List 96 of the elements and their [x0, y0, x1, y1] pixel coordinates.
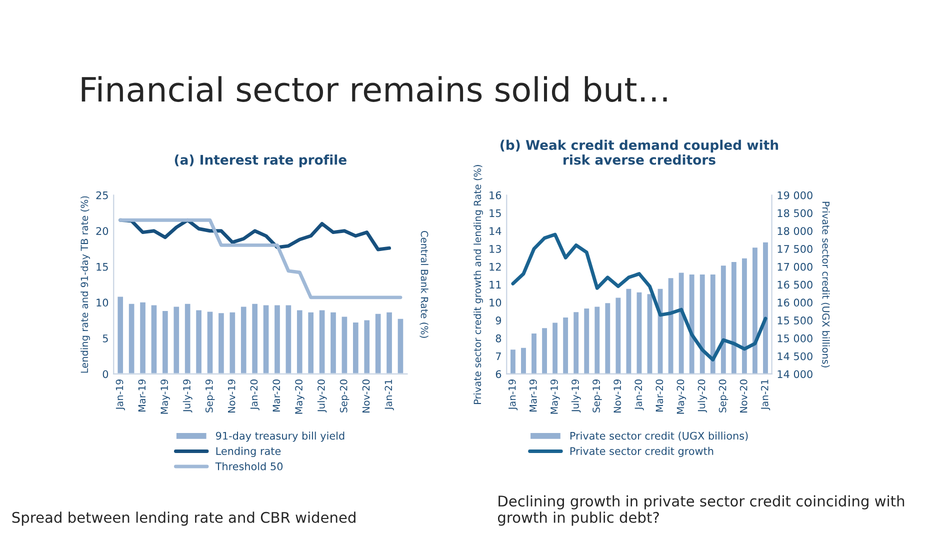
x-tick-label: Nov-19 — [228, 380, 236, 412]
y-tick-label: 15 — [490, 209, 501, 218]
y-tick-label: 16 — [490, 191, 502, 200]
bar — [150, 304, 158, 374]
bar — [206, 310, 214, 374]
y2-tick-label: 17 500 — [778, 245, 812, 253]
legend-label: Lending rate — [216, 446, 281, 458]
y2-axis-title: Private sector credit (UGX billions) — [821, 202, 830, 368]
bar — [250, 302, 259, 374]
y2-tick-label: 14 500 — [778, 352, 812, 360]
bar — [240, 305, 248, 374]
bar — [262, 304, 270, 374]
bar — [329, 311, 338, 374]
y-axis-title: Private sector credit growth and lending Rate (%) — [474, 165, 483, 404]
bar — [374, 312, 382, 374]
bar — [318, 308, 326, 374]
y-axis-title: Lending rate and 91-day TB rate (%) — [80, 196, 90, 373]
y2-tick-label: 18 000 — [778, 227, 812, 235]
bar — [284, 304, 292, 374]
bar — [296, 308, 304, 374]
chart-title: (a) Interest rate profile — [174, 154, 346, 168]
line-series — [511, 232, 768, 362]
y2-tick-label: 14 000 — [778, 370, 812, 378]
x-tick-label: July-20 — [698, 379, 708, 413]
y-tick-label: 10 — [96, 298, 108, 307]
x-tick-label: July-20 — [317, 379, 327, 413]
x-tick-label: Jan-19 — [116, 380, 125, 410]
bar — [161, 310, 170, 374]
x-tick-label: May-20 — [295, 379, 304, 414]
legend-label: Threshold 50 — [215, 462, 283, 470]
bar — [138, 301, 147, 374]
line-series — [118, 218, 402, 300]
y2-tick-label: 16 000 — [778, 298, 812, 307]
y-tick-label: 10 — [490, 298, 502, 307]
x-tick-label: Sep-19 — [205, 380, 215, 412]
bar — [116, 295, 124, 374]
x-tick-label: May-19 — [550, 380, 560, 414]
y-tick-label: 11 — [490, 280, 501, 289]
x-tick-label: May-20 — [676, 379, 686, 414]
x-tick-label: Nov-20 — [740, 379, 748, 412]
y-tick-label: 5 — [102, 334, 108, 342]
bar — [194, 308, 203, 374]
bar — [172, 305, 180, 374]
x-tick-label: July-19 — [571, 380, 581, 413]
x-tick-label: Mar-19 — [529, 380, 537, 412]
bar — [352, 321, 360, 374]
y2-tick-label: 18 500 — [778, 209, 812, 218]
x-tick-label: Mar-20 — [656, 379, 664, 412]
bar — [385, 311, 394, 374]
text: Financial sector remains solid but… — [82, 76, 667, 102]
y-tick-label: 9 — [496, 316, 502, 324]
y-tick-label: 8 — [496, 334, 502, 342]
y-tick-label: 14 — [490, 227, 502, 235]
x-tick-label: Mar-20 — [272, 379, 280, 412]
bar — [128, 302, 136, 374]
x-tick-label: Jan-21 — [760, 380, 770, 410]
y2-tick-label: 17 000 — [778, 262, 812, 271]
x-tick-label: Jan-20 — [634, 379, 644, 410]
legend-label: Private sector credit growth — [570, 446, 714, 458]
y2-axis-title: Central Bank Rate (%) — [420, 230, 428, 338]
text: Declining growth in private sector credit coinciding with growth in public debt? — [498, 495, 904, 526]
y-tick-label: 0 — [102, 370, 108, 378]
x-tick-label: Mar-19 — [138, 380, 146, 412]
y2-tick-label: 16 500 — [778, 280, 812, 289]
y-tick-label: 20 — [96, 227, 108, 235]
bar — [340, 315, 349, 374]
x-tick-label: Sep-20 — [340, 379, 350, 412]
bar — [217, 312, 226, 374]
x-tick-label: Sep-19 — [592, 380, 602, 412]
x-tick-label: Jan-19 — [508, 380, 518, 410]
bar — [228, 311, 236, 374]
y-tick-label: 6 — [496, 370, 502, 378]
x-tick-label: Sep-20 — [718, 379, 728, 412]
text: Spread between lending rate and CBR widened — [12, 512, 356, 526]
legend-label: 91-day treasury bill yield — [216, 432, 344, 442]
y2-tick-label: 15 000 — [778, 334, 812, 342]
y-tick-label: 7 — [496, 352, 501, 360]
chart-title: (b) Weak credit demand coupled with risk averse creditors — [500, 140, 778, 165]
x-tick-label: July-19 — [182, 380, 192, 413]
x-tick-label: May-19 — [160, 380, 170, 414]
y-tick-label: 12 — [490, 262, 501, 271]
bar — [396, 317, 405, 374]
x-tick-label: Jan-21 — [384, 380, 394, 410]
bar — [184, 302, 192, 374]
bar — [273, 304, 282, 374]
y2-tick-label: 15 500 — [778, 316, 812, 324]
x-tick-label: Jan-20 — [250, 379, 260, 410]
bar — [306, 311, 315, 374]
y-tick-label: 25 — [96, 191, 108, 200]
y-tick-label: 13 — [490, 245, 501, 253]
x-tick-label: Nov-19 — [614, 380, 621, 412]
y-tick-label: 15 — [96, 263, 108, 271]
y2-tick-label: 19 000 — [778, 191, 812, 200]
x-tick-label: Nov-20 — [362, 379, 370, 412]
bar — [362, 318, 371, 374]
legend-label: Private sector credit (UGX billions) — [570, 432, 748, 441]
